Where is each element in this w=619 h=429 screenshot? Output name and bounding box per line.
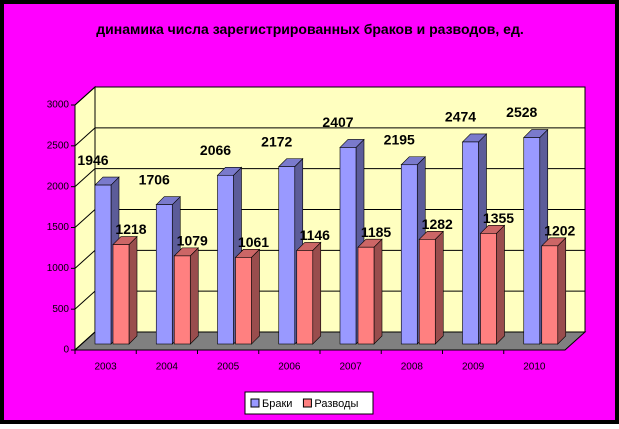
y-tick-label: 1500 [47, 222, 70, 233]
bar-side [312, 241, 322, 345]
bar [418, 230, 444, 345]
data-label: 1355 [483, 210, 514, 226]
bar-side [557, 237, 567, 345]
bar [479, 224, 506, 345]
bar-front [339, 147, 357, 345]
bar [112, 235, 138, 345]
data-label: 1185 [361, 224, 392, 240]
data-label: 2528 [506, 104, 537, 120]
data-label: 1218 [115, 221, 146, 237]
bar-front [523, 137, 541, 345]
data-label: 2066 [200, 142, 231, 158]
legend-label: Разводы [314, 398, 358, 410]
y-tick-label: 1000 [47, 263, 70, 274]
bar-side [128, 235, 138, 345]
data-label: 1061 [238, 234, 269, 250]
bar-side [496, 224, 505, 345]
x-tick-label: 2005 [217, 362, 240, 373]
bar [234, 248, 261, 345]
bar [173, 247, 199, 345]
x-tick-label: 2009 [462, 362, 485, 373]
bar-front [155, 204, 173, 345]
bar-side [189, 247, 199, 345]
data-label: 2195 [384, 131, 415, 147]
x-tick-label: 2004 [156, 362, 179, 373]
bar-side [434, 230, 444, 345]
data-label: 1946 [77, 152, 108, 168]
x-tick-label: 2007 [340, 362, 363, 373]
x-tick-label: 2003 [95, 362, 118, 373]
bar-front [296, 250, 314, 345]
legend: Браки Разводы [244, 391, 374, 415]
x-tick-label: 2010 [523, 362, 546, 373]
bar-front [173, 255, 191, 345]
data-label: 1706 [139, 171, 170, 187]
bar-front [400, 164, 418, 345]
y-tick-label: 3000 [47, 100, 70, 111]
bar-front [462, 141, 479, 345]
bar [357, 238, 383, 345]
data-label: 1282 [422, 216, 453, 232]
legend-label: Браки [262, 398, 292, 410]
data-label: 2407 [322, 114, 353, 130]
bar-front [541, 245, 559, 345]
y-tick-label: 0 [63, 345, 69, 356]
y-tick-label: 500 [52, 304, 69, 315]
bar-front [235, 257, 252, 345]
data-label: 1146 [300, 227, 331, 243]
data-label: 2172 [261, 133, 292, 149]
bar-side [373, 238, 383, 345]
legend-swatch [250, 398, 260, 408]
bar-front [112, 244, 130, 345]
bar [296, 241, 322, 345]
x-tick-label: 2008 [401, 362, 424, 373]
bar-front [278, 166, 296, 345]
x-tick-label: 2006 [278, 362, 301, 373]
grid-line [74, 86, 585, 106]
floor [73, 331, 587, 351]
data-label: 2474 [445, 109, 476, 125]
bar-front [217, 174, 234, 345]
y-tick-label: 2000 [47, 181, 70, 192]
data-label: 1079 [177, 233, 208, 249]
plot: 0 500 1000 1500 2000 2500 3000 2003 1946 1218 2004… [47, 85, 587, 373]
bar-front [357, 246, 375, 345]
bar-side [251, 248, 260, 345]
bar [541, 237, 567, 345]
legend-swatch [302, 398, 312, 408]
chart-title: динамика числа зарегистрированных браков… [96, 21, 524, 37]
grid-line [74, 127, 585, 147]
y-tick-label: 2500 [47, 140, 70, 151]
bar-front [418, 239, 436, 345]
bar-front [480, 233, 497, 345]
data-label: 1202 [544, 223, 575, 239]
bar-front [94, 184, 112, 345]
